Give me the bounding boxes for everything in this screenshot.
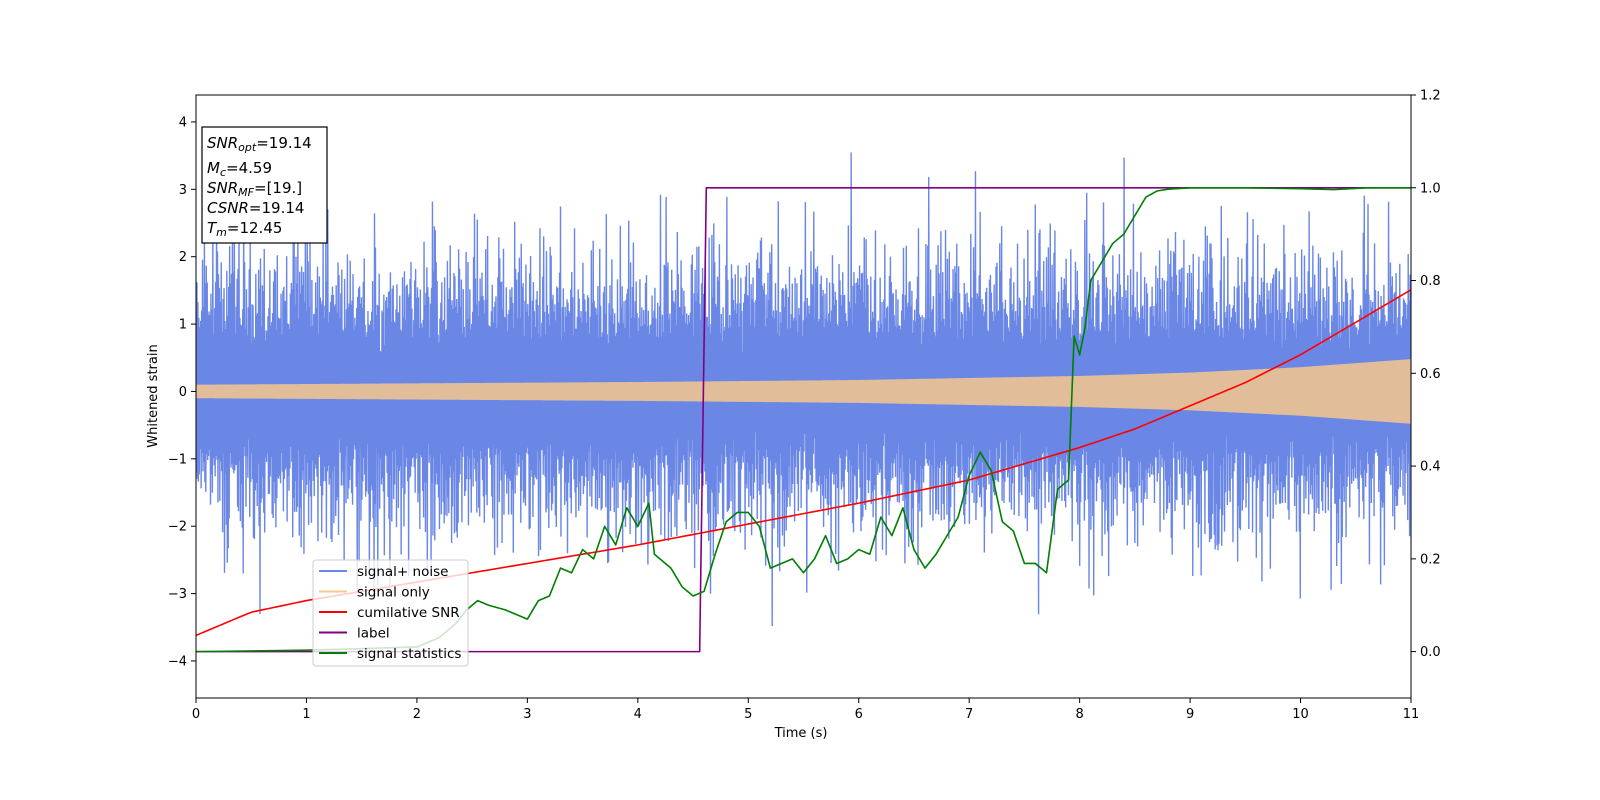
x-tick-label: 5 bbox=[744, 707, 752, 722]
x-tick-label: 7 bbox=[965, 707, 973, 722]
x-tick-label: 6 bbox=[855, 707, 863, 722]
legend: signal+ noise signal only cumilative SNR la… bbox=[312, 559, 469, 667]
y-tick-label: 3 bbox=[179, 183, 187, 198]
y-tick-label: −1 bbox=[168, 452, 187, 467]
info-row: CSNR=19.14 bbox=[207, 199, 304, 217]
legend-entry: signal+ noise bbox=[357, 564, 448, 580]
x-tick-label: 4 bbox=[634, 707, 642, 722]
y2-tick-label: 0.0 bbox=[1420, 645, 1441, 660]
x-tick-label: 2 bbox=[413, 707, 421, 722]
info-row: SNRMF=[19.] bbox=[207, 179, 302, 199]
y2-tick-label: 1.2 bbox=[1420, 89, 1441, 104]
info-row: Mc=4.59 bbox=[207, 159, 272, 179]
x-tick-label: 0 bbox=[192, 707, 200, 722]
x-axis: 0 1 2 3 4 5 6 7 8 9 10 11 bbox=[192, 698, 1419, 722]
x-tick-label: 8 bbox=[1075, 707, 1083, 722]
y-axis: −4 −3 −2 −1 0 1 2 3 4 bbox=[168, 115, 196, 669]
y2-tick-label: 0.2 bbox=[1420, 552, 1441, 567]
y-tick-label: 2 bbox=[179, 250, 187, 265]
info-row: SNRopt=19.14 bbox=[207, 134, 312, 154]
y-tick-label: −2 bbox=[168, 520, 187, 535]
series-signal-noise bbox=[196, 152, 1411, 627]
y-tick-label: −3 bbox=[168, 587, 187, 602]
legend-entry: signal statistics bbox=[357, 646, 461, 662]
legend-frame bbox=[312, 559, 469, 667]
y-axis-label: Whitened strain bbox=[146, 344, 161, 447]
x-tick-label: 10 bbox=[1292, 707, 1309, 722]
series-signal-statistics bbox=[196, 186, 1411, 653]
y2-axis: 0.0 0.2 0.4 0.6 0.8 1.0 1.2 bbox=[1411, 89, 1441, 660]
series-signal-only bbox=[196, 359, 1411, 424]
y-tick-label: 1 bbox=[179, 318, 187, 333]
info-row: Tm=12.45 bbox=[207, 219, 282, 239]
y-tick-label: 4 bbox=[179, 115, 187, 130]
y2-tick-label: 0.8 bbox=[1420, 274, 1441, 289]
info-box: SNRopt=19.14 Mc=4.59SNRMF=[19.]CSNR=19.14… bbox=[201, 126, 328, 244]
x-tick-label: 1 bbox=[302, 707, 310, 722]
y-tick-label: −4 bbox=[168, 654, 187, 669]
x-tick-label: 11 bbox=[1403, 707, 1420, 722]
y2-tick-label: 1.0 bbox=[1420, 181, 1441, 196]
y2-tick-label: 0.4 bbox=[1420, 460, 1441, 475]
legend-entry: label bbox=[357, 626, 390, 642]
axes-frame bbox=[195, 94, 1412, 699]
y2-tick-label: 0.6 bbox=[1420, 367, 1441, 382]
legend-entry: cumilative SNR bbox=[357, 605, 460, 621]
y-tick-label: 0 bbox=[179, 385, 187, 400]
x-axis-label: Time (s) bbox=[774, 726, 828, 741]
x-tick-label: 3 bbox=[523, 707, 531, 722]
legend-entry: signal only bbox=[357, 585, 430, 601]
info-box-frame bbox=[201, 126, 328, 244]
x-tick-label: 9 bbox=[1186, 707, 1194, 722]
